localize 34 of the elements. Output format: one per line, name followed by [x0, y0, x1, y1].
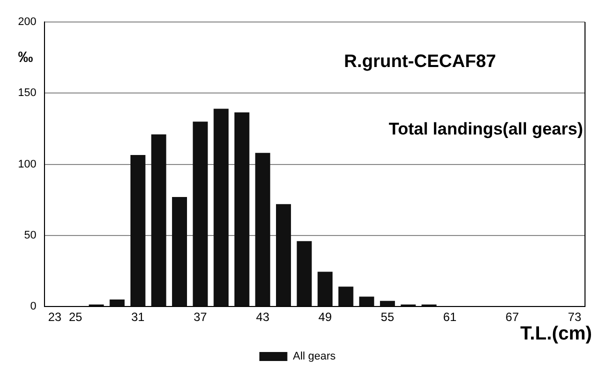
x-tick-label: 61 — [443, 310, 457, 324]
annotation: Total landings(all gears) — [388, 120, 583, 139]
bar — [234, 112, 250, 306]
annotation: R.grunt-CECAF87 — [344, 50, 496, 71]
bar — [255, 152, 270, 306]
x-tick-label: 73 — [568, 310, 582, 324]
legend-label: All gears — [292, 350, 336, 363]
bar — [110, 299, 125, 306]
bar — [192, 122, 208, 306]
y-tick-label: 0 — [30, 300, 36, 313]
bar — [318, 272, 333, 306]
x-tick-label: 25 — [68, 310, 83, 324]
bar — [130, 155, 146, 306]
x-tick-label: 49 — [318, 310, 332, 324]
bar — [359, 296, 374, 306]
bar — [214, 108, 229, 306]
x-tick-label: 31 — [131, 310, 145, 324]
x-tick-label: 43 — [256, 310, 270, 324]
bar — [276, 204, 291, 306]
bar — [151, 134, 166, 306]
y-tick-label: 50 — [24, 229, 36, 242]
y-tick-label: 150 — [18, 87, 36, 100]
bar — [338, 286, 354, 306]
bar — [296, 241, 312, 306]
y-tick-label: 200 — [18, 16, 36, 28]
x-tick-label: 37 — [194, 310, 208, 324]
bar — [172, 197, 187, 306]
x-tick-label: 55 — [380, 310, 394, 324]
x-axis-title: T.L.(cm) — [520, 324, 592, 345]
x-tick-label: 67 — [506, 310, 520, 324]
y-tick-label: 100 — [18, 158, 36, 170]
x-tick-label: 23 — [48, 310, 62, 324]
bar — [380, 300, 395, 306]
y-axis-title: ‰ — [18, 49, 33, 66]
